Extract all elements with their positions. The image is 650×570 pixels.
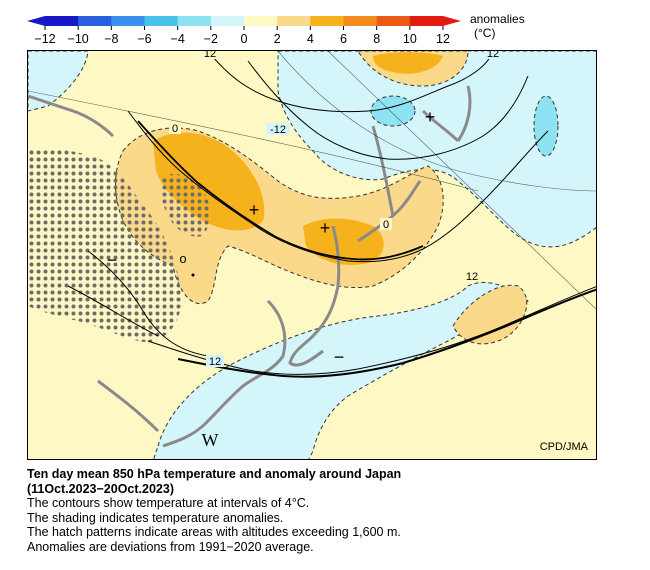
warm-mid-3 [373, 52, 443, 74]
contour-8 [67, 285, 159, 337]
svg-text:0: 0 [383, 219, 389, 231]
colorbar-tick-label: −12 [34, 32, 55, 46]
caption-line3: The hatch patterns indicate areas with a… [27, 525, 401, 539]
contour-12-north [207, 51, 494, 113]
warm-mid-2 [303, 218, 384, 266]
legend-title-block: anomalies (°C) [470, 12, 525, 40]
colorbar-right-arrow [443, 16, 461, 26]
temperature-anomaly-map: 12 -12 0 0 12 12 [27, 50, 597, 460]
map-caption: Ten day mean 850 hPa temperature and ano… [27, 467, 627, 554]
colorbar-tick-label: 12 [436, 32, 450, 46]
colorbar-cell [210, 16, 245, 26]
contour-neg12 [247, 60, 529, 160]
parallel-arc [277, 51, 596, 192]
high-terrain-hatch [28, 148, 211, 342]
colorbar-cell [343, 16, 378, 26]
coast-japan [288, 180, 422, 367]
contour-label-12-topright: 12 [484, 51, 502, 60]
contour-12-south-bold [177, 288, 596, 378]
caption-line2: The shading indicates temperature anomal… [27, 510, 284, 525]
contour-label-12-bottom: 12 [206, 355, 224, 368]
cool-area-south [153, 281, 529, 459]
colorbar-cell [111, 16, 145, 26]
contour-0-bold [137, 120, 424, 261]
cold-center-west: − [107, 250, 118, 270]
colorbar-cell [45, 16, 79, 26]
contour-4 [87, 250, 209, 357]
warm-area-east [452, 284, 528, 345]
legend-unit: (°C) [474, 26, 496, 40]
svg-text:12: 12 [466, 271, 478, 283]
svg-text:12: 12 [204, 51, 216, 60]
map-credit: CPD/JMA [539, 441, 588, 453]
cool-area-west [28, 51, 89, 112]
cool-spot-1 [370, 95, 416, 127]
colorbar-cell [376, 16, 411, 26]
contour-label-0-left: 0 [169, 122, 181, 135]
caption-title-line1: Ten day mean 850 hPa temperature and ano… [27, 467, 402, 481]
colorbar-ticks: −12 −10 −8 −6 −4 −2 0 2 4 6 8 10 12 [34, 26, 450, 46]
colorbar-tick-label: 0 [241, 32, 248, 46]
contour-label-neg12: -12 [266, 123, 290, 136]
svg-text:-12: -12 [270, 124, 286, 136]
svg-text:0: 0 [172, 123, 178, 135]
legend-title: anomalies [470, 12, 525, 26]
warm-mid-areas [153, 52, 443, 266]
warm-center-north: + [425, 107, 436, 127]
meridian-2 [28, 90, 479, 192]
contour-label-12-top: 12 [200, 51, 220, 60]
center-markers: + + − − + o [107, 107, 436, 367]
contour-label-0-right: 0 [380, 218, 392, 231]
colorbar-cell [244, 16, 278, 26]
colorbar-tick-label: 2 [274, 32, 281, 46]
contour-label-12-right: 12 [463, 270, 481, 283]
meridian-1 [327, 51, 596, 310]
coast-sakhalin [371, 125, 395, 217]
caption-line1: The contours show temperature at interva… [27, 496, 310, 510]
coast-west [28, 94, 115, 138]
hatch-mongolia [160, 174, 211, 237]
colorbar-left-arrow [27, 16, 45, 26]
coast-korea-china [162, 299, 287, 448]
contour-0 [127, 110, 549, 263]
colorbar-tick-label: 10 [403, 32, 417, 46]
svg-text:12: 12 [487, 51, 499, 60]
colorbar-cell [310, 16, 344, 26]
colorbar-tick-label: −2 [204, 32, 218, 46]
hatch-tibet [28, 148, 181, 342]
caption-line4: Anomalies are deviations from 1991−2020 … [27, 539, 314, 554]
caption-title-line2: (11Oct.2023−20Oct.2023) [27, 481, 174, 496]
anomaly-colorbar: −12 −10 −8 −6 −4 −2 0 2 4 6 8 10 12 [27, 16, 461, 46]
colorbar-tick-label: −4 [171, 32, 185, 46]
low-marker: o [179, 251, 186, 266]
warm-mid-1 [153, 132, 265, 231]
cold-center-south: − [334, 347, 345, 367]
coastlines [28, 85, 472, 448]
warm-center-1: + [249, 200, 260, 220]
station-dot [191, 273, 195, 277]
colorbar-tick-label: 8 [373, 32, 380, 46]
colorbar-cell [78, 16, 112, 26]
colorbar-tick-label: −8 [104, 32, 118, 46]
colorbar-tick-label: −10 [68, 32, 89, 46]
warm-center-2: + [320, 218, 331, 238]
colorbar-cell [177, 16, 212, 26]
colorbar-tick-label: 4 [307, 32, 314, 46]
colorbar-cells [45, 16, 444, 26]
coast-kamchatka [421, 85, 472, 143]
cool-spot-2 [533, 95, 559, 157]
w-marker: W [202, 430, 219, 450]
colorbar-tick-label: −6 [137, 32, 151, 46]
colorbar-tick-label: 6 [340, 32, 347, 46]
colorbar-cell [144, 16, 179, 26]
graticule [28, 51, 596, 310]
contour-labels: 12 -12 0 0 12 12 [169, 51, 502, 368]
colorbar-cell [277, 16, 311, 26]
colorbar-cell [409, 16, 444, 26]
svg-text:12: 12 [209, 356, 221, 368]
coast-southwest [97, 379, 160, 433]
